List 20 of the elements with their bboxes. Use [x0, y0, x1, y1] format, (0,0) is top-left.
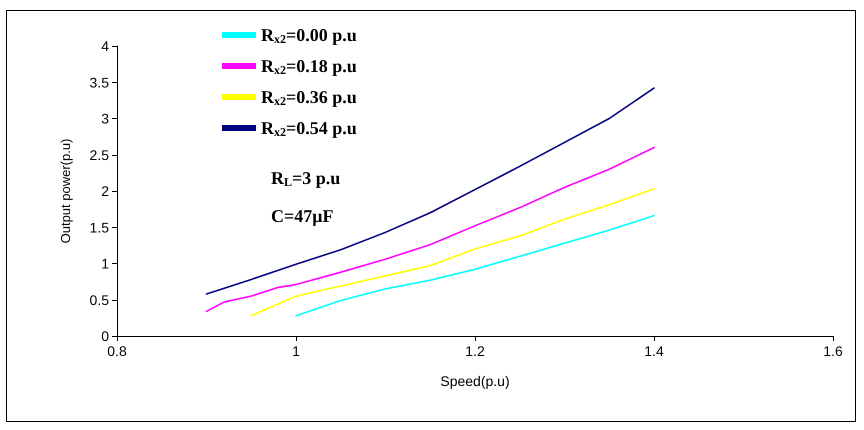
y-tick-label: 1 — [101, 256, 110, 272]
y-tick-label: 1.5 — [90, 219, 110, 236]
y-tick-label: 4 — [101, 38, 110, 54]
x-tick-label: 1 — [292, 343, 300, 359]
y-tick-label: 0 — [101, 328, 110, 344]
x-tick-label: 1.6 — [823, 343, 843, 359]
y-tick-label: 2.5 — [90, 146, 110, 163]
y-axis-title: Output power(p.u) — [58, 138, 73, 244]
x-tick-label: 0.8 — [107, 343, 127, 359]
line-series — [206, 146, 655, 312]
y-tick-label: 2 — [101, 183, 110, 199]
y-tick-label: 0.5 — [90, 292, 110, 308]
line-series — [206, 87, 655, 295]
x-tick-label: 1.4 — [644, 343, 664, 359]
y-tick-label: 3 — [101, 110, 110, 126]
annotation: C=47μF — [271, 206, 334, 226]
line-series — [250, 188, 655, 316]
y-tick-label: 3.5 — [90, 74, 110, 90]
x-axis-title: Speed(p.u) — [440, 373, 510, 389]
x-tick-label: 1.2 — [465, 343, 485, 359]
